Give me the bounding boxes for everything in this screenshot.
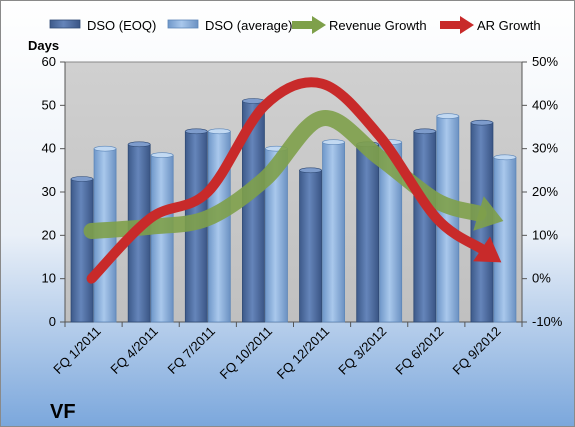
- legend-entry-label: AR Growth: [477, 18, 541, 33]
- y-right-tick-label: 40%: [532, 97, 558, 112]
- bar-dso-average: [322, 141, 345, 323]
- legend: DSO (EOQ) DSO (average) Revenue Growth AR G…: [49, 16, 541, 34]
- bar-cap: [470, 119, 494, 126]
- bar-cap: [185, 128, 208, 135]
- legend-entry-label: Revenue Growth: [329, 18, 427, 33]
- y-left-tick-label: 60: [42, 54, 56, 69]
- bar-cap: [413, 128, 437, 135]
- bar-cap: [127, 141, 151, 148]
- bar-cap: [70, 176, 94, 182]
- legend-entry-label: DSO (EOQ): [87, 18, 156, 33]
- bar-cap: [150, 152, 174, 158]
- y-right-tick-label: 0%: [532, 271, 551, 286]
- y-axis-left: 0 10 20 30 40 50 60: [42, 54, 66, 329]
- bar-dso-eoq: [356, 143, 380, 323]
- y-left-tick-label: 50: [42, 97, 56, 112]
- bar-cap: [299, 167, 322, 174]
- legend-swatch-head: [460, 16, 474, 34]
- legend-swatch: [49, 19, 81, 29]
- y-left-tick-label: 40: [42, 141, 56, 156]
- bar-dso-average: [150, 154, 174, 323]
- arrow-revenue-growth-shaft: [83, 110, 487, 239]
- bars: [70, 98, 517, 323]
- bar-cap: [208, 128, 231, 135]
- y-right-tick-label: 10%: [532, 227, 558, 242]
- growth-arrows: [83, 77, 504, 284]
- y-axis-right: -10% 0% 10% 20% 30% 40% 50%: [521, 54, 563, 329]
- legend-swatch-head: [312, 16, 326, 34]
- bar-dso-eoq: [413, 130, 437, 323]
- y-right-tick-label: 50%: [532, 54, 558, 69]
- y-right-tick-label: 20%: [532, 184, 558, 199]
- y-left-tick-label: 20: [42, 227, 56, 242]
- legend-swatch: [167, 19, 199, 29]
- company-label: VF: [50, 401, 76, 423]
- y-left-tick-label: 30: [42, 184, 56, 199]
- y-right-tick-label: 30%: [532, 141, 558, 156]
- bar-dso-eoq: [70, 178, 94, 323]
- y-left-tick-label: 0: [49, 314, 56, 329]
- y-axis-left-title: Days: [28, 38, 59, 53]
- bar-dso-average: [493, 156, 517, 323]
- arrow-ar-growth-head: [473, 236, 502, 263]
- y-left-tick-label: 10: [42, 271, 56, 286]
- legend-entry-label: DSO (average): [205, 18, 292, 33]
- bar-cap: [93, 145, 117, 152]
- bar-cap: [322, 139, 345, 145]
- bar-cap: [436, 113, 460, 119]
- y-right-tick-label: -10%: [532, 314, 563, 329]
- bar-dso-eoq: [299, 169, 322, 323]
- arrow-ar-growth-shaft: [86, 77, 487, 284]
- arrow-revenue-growth-head: [473, 196, 504, 231]
- bar-cap: [493, 154, 517, 161]
